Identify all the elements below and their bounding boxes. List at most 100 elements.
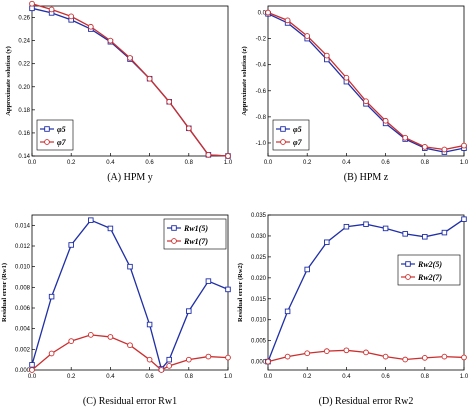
data-point <box>323 348 330 354</box>
legend-box <box>163 218 227 250</box>
legend-marker <box>280 139 286 145</box>
data-point <box>284 353 291 360</box>
x-tick-label: 1.0 <box>224 160 233 166</box>
data-point <box>382 353 389 360</box>
data-point <box>146 356 153 363</box>
series-line-2 <box>31 334 229 371</box>
data-point <box>323 52 330 59</box>
data-point <box>87 23 94 30</box>
y-tick-label: -0.2 <box>256 37 267 43</box>
legend-marker <box>405 274 411 280</box>
y-tick-label: 0.025 <box>251 255 267 261</box>
data-point <box>343 347 350 354</box>
y-tick-label: -0.4 <box>256 63 267 69</box>
y-tick-label: 0.20 <box>18 85 30 91</box>
data-point <box>68 13 75 20</box>
data-point <box>205 151 212 158</box>
data-point <box>107 334 114 340</box>
y-tick-label: 0.006 <box>15 306 31 312</box>
legend-label: φ5 <box>293 125 302 134</box>
y-tick-label: 0.035 <box>251 213 267 219</box>
x-tick-label: 0.0 <box>264 160 273 166</box>
data-point <box>146 75 153 82</box>
data-point <box>146 321 153 328</box>
data-point <box>185 356 192 363</box>
series-line-1 <box>31 219 229 371</box>
data-point <box>48 6 55 13</box>
data-point <box>284 17 291 24</box>
data-point <box>48 293 55 300</box>
y-axis-label: Residual error (Rw1) <box>1 263 8 322</box>
data-point <box>382 117 389 124</box>
plot-frame <box>31 214 229 371</box>
y-tick-label: 0.010 <box>251 318 267 324</box>
data-point <box>441 353 448 360</box>
legend-box <box>36 119 74 151</box>
panel-caption: (A) HPM y <box>107 172 153 183</box>
data-point <box>421 355 428 361</box>
y-tick-label: -0.8 <box>256 115 267 121</box>
data-point <box>402 356 409 363</box>
x-tick-label: 0.6 <box>381 160 390 166</box>
y-tick-label: 0.24 <box>18 39 30 45</box>
y-tick-label: 0.000 <box>251 360 267 366</box>
x-tick-label: 0.4 <box>106 160 115 166</box>
chart-panel-1: 0.0 0.2 0.4 0.6 0.8 1.0 0.14 0.16 0.18 0.20 0.22 0.… <box>5 0 233 183</box>
y-tick-label: 0.26 <box>18 16 30 22</box>
chart-panel-2: 0.0 0.2 0.4 0.6 0.8 1.0 0.0 -0.2 -0.4 -0.6 -0.8 -1.… <box>241 5 469 183</box>
data-point <box>166 363 173 369</box>
data-point <box>29 5 35 12</box>
data-point <box>158 367 165 373</box>
x-tick-label: 0.8 <box>421 374 430 380</box>
x-tick-label: 0.0 <box>28 160 37 166</box>
y-tick-label: -1.0 <box>256 141 267 147</box>
y-tick-label: 0.18 <box>18 108 30 114</box>
data-point <box>284 308 291 315</box>
x-tick-label: 0.8 <box>185 374 194 380</box>
x-tick-label: 0.0 <box>28 374 37 380</box>
y-tick-label: 0.16 <box>18 131 30 137</box>
data-point <box>343 74 350 81</box>
x-tick-label: 0.4 <box>342 374 351 380</box>
y-tick-label: 0.008 <box>15 285 31 291</box>
data-point <box>205 278 212 284</box>
data-point <box>402 134 409 141</box>
legend-marker <box>44 126 50 132</box>
x-tick-label: 0.2 <box>303 160 312 166</box>
x-tick-label: 0.2 <box>67 160 76 166</box>
data-point <box>422 234 428 240</box>
legend: Rw1(5) Rw1(7) <box>163 218 227 250</box>
x-tick-label: 0.8 <box>421 160 430 166</box>
data-point <box>265 358 271 365</box>
data-point <box>461 142 467 149</box>
data-point <box>68 338 75 344</box>
data-point <box>382 225 389 232</box>
data-point <box>324 239 330 245</box>
data-point <box>225 153 231 159</box>
legend-marker <box>280 126 286 132</box>
data-point <box>441 146 448 153</box>
y-tick-label: 0.0 <box>258 11 267 17</box>
data-point <box>205 353 212 360</box>
x-tick-label: 0.4 <box>106 374 115 380</box>
y-tick-label: 0.030 <box>251 234 267 240</box>
x-tick-label: 1.0 <box>460 374 469 380</box>
x-tick-label: 0.8 <box>185 160 194 166</box>
data-point <box>88 217 94 223</box>
legend-label: φ7 <box>293 138 303 147</box>
y-tick-label: -0.6 <box>256 89 267 95</box>
x-tick-label: 0.6 <box>145 160 154 166</box>
data-point <box>48 350 55 357</box>
data-point <box>363 221 369 227</box>
x-tick-label: 1.0 <box>460 160 469 166</box>
y-tick-label: 0.015 <box>251 297 267 303</box>
legend-label: Rw2(7) <box>417 273 442 282</box>
data-point <box>68 242 74 248</box>
y-tick-label: 0.000 <box>15 368 31 374</box>
y-tick-label: 0.005 <box>251 339 267 345</box>
data-point <box>461 216 467 222</box>
legend-label: Rw2(5) <box>417 260 442 269</box>
legend-marker <box>171 238 177 244</box>
